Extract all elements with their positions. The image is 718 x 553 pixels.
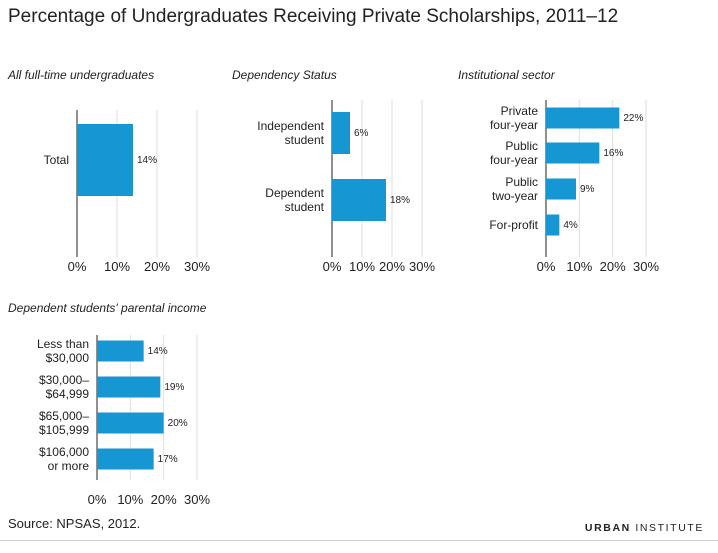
data-label: 20% xyxy=(168,418,188,429)
footer-divider xyxy=(0,540,718,541)
data-label: 17% xyxy=(158,454,178,465)
data-label: 22% xyxy=(623,113,643,124)
data-label: 4% xyxy=(563,220,578,231)
x-tick-label: 30% xyxy=(409,259,435,274)
bar xyxy=(97,340,144,362)
category-label: $30,000– xyxy=(39,373,89,387)
data-label: 6% xyxy=(354,128,369,139)
chart-title: Dependency Status xyxy=(232,68,337,82)
category-label: Less than xyxy=(37,337,89,351)
brand-rest: INSTITUTE xyxy=(630,522,704,534)
source-note: Source: NPSAS, 2012. xyxy=(8,516,141,531)
bar xyxy=(97,448,154,470)
data-label: 14% xyxy=(137,155,157,166)
x-tick-label: 0% xyxy=(537,259,556,274)
category-label: or more xyxy=(48,459,90,473)
bar xyxy=(546,178,576,200)
data-label: 9% xyxy=(580,184,595,195)
brand-logo: URBAN INSTITUTE xyxy=(585,522,704,534)
x-tick-label: 10% xyxy=(104,259,130,274)
category-label: four-year xyxy=(490,118,538,132)
bar xyxy=(332,112,350,154)
x-tick-label: 30% xyxy=(184,492,210,507)
x-tick-label: 0% xyxy=(68,259,87,274)
category-label: two-year xyxy=(492,189,538,203)
chart-title: All full-time undergraduates xyxy=(7,68,154,82)
chart-title: Institutional sector xyxy=(458,68,556,82)
x-tick-label: 0% xyxy=(323,259,342,274)
category-label: $105,999 xyxy=(39,423,89,437)
bar xyxy=(97,412,164,434)
bar xyxy=(546,214,560,236)
x-tick-label: 10% xyxy=(117,492,143,507)
data-label: 16% xyxy=(603,148,623,159)
chart-title: Dependent students' parental income xyxy=(8,301,207,315)
x-tick-label: 10% xyxy=(566,259,592,274)
x-tick-label: 30% xyxy=(184,259,210,274)
data-label: 18% xyxy=(390,195,410,206)
category-label: Total xyxy=(44,153,69,167)
x-tick-label: 20% xyxy=(151,492,177,507)
category-label: $106,000 xyxy=(39,445,89,459)
x-tick-label: 10% xyxy=(349,259,375,274)
category-label: student xyxy=(285,200,325,214)
x-tick-label: 20% xyxy=(144,259,170,274)
x-tick-label: 20% xyxy=(600,259,626,274)
bar xyxy=(332,179,386,221)
data-label: 14% xyxy=(148,346,168,357)
x-tick-label: 0% xyxy=(88,492,107,507)
category-label: Public xyxy=(505,175,538,189)
category-label: Independent xyxy=(257,119,324,133)
category-label: Public xyxy=(505,139,538,153)
bar xyxy=(546,107,620,129)
category-label: Private xyxy=(501,104,539,118)
category-label: $65,000– xyxy=(39,409,89,423)
brand-strong: URBAN xyxy=(584,522,631,534)
bar xyxy=(97,376,161,398)
category-label: $30,000 xyxy=(46,351,90,365)
category-label: Dependent xyxy=(265,186,324,200)
category-label: student xyxy=(285,133,325,147)
x-tick-label: 30% xyxy=(633,259,659,274)
bar xyxy=(546,142,600,164)
x-tick-label: 20% xyxy=(379,259,405,274)
category-label: four-year xyxy=(490,153,538,167)
bar xyxy=(77,124,133,196)
page-title: Percentage of Undergraduates Receiving P… xyxy=(8,6,619,27)
category-label: For-profit xyxy=(489,218,538,232)
category-label: $64,999 xyxy=(46,387,90,401)
data-label: 19% xyxy=(164,382,184,393)
